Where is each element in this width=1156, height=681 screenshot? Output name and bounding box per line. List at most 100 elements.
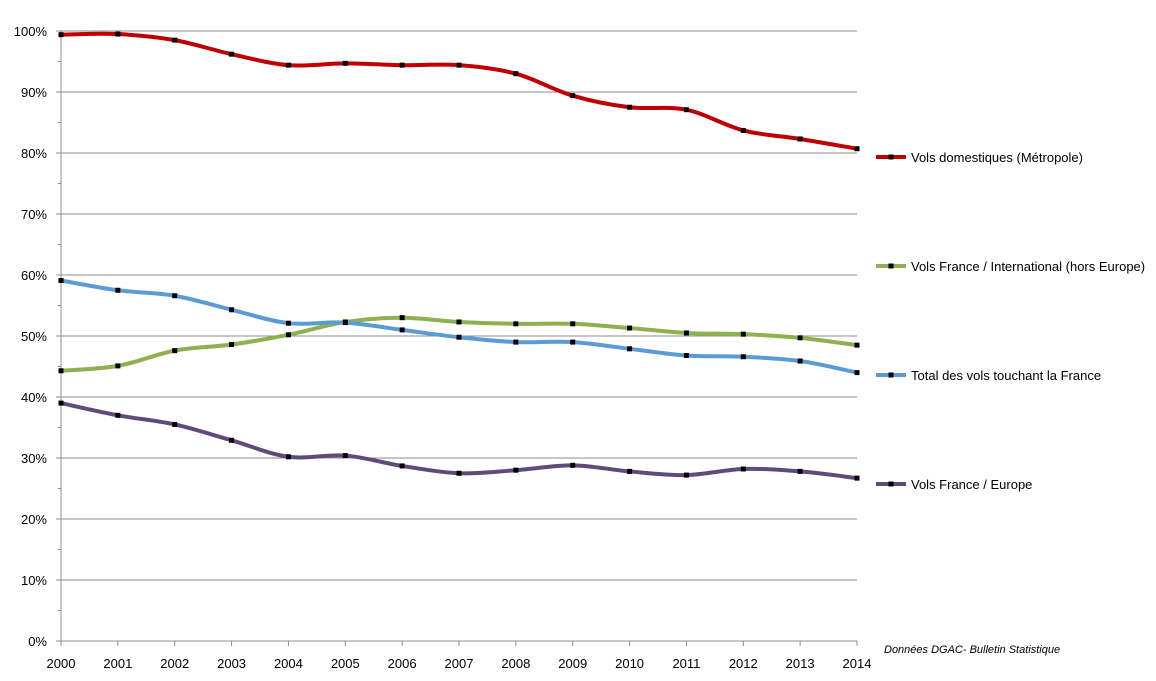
- data-point-2000: [58, 400, 64, 406]
- series-vols-france-international-hors-europe: [58, 315, 860, 374]
- data-point-2010: [627, 346, 633, 352]
- data-point-2007: [456, 334, 462, 340]
- data-point-2005: [342, 320, 348, 326]
- legend: Vols domestiques (Métropole) Vols France …: [876, 150, 1145, 492]
- data-point-2006: [399, 315, 405, 321]
- legend-label: Vols France / International (hors Europe…: [911, 259, 1145, 274]
- x-tick-label: 2009: [558, 656, 587, 671]
- data-point-2013: [797, 335, 803, 341]
- data-point-2006: [399, 463, 405, 469]
- legend-item-vols-france-europe: Vols France / Europe: [876, 477, 1032, 492]
- data-point-2009: [570, 93, 576, 99]
- legend-label: Total des vols touchant la France: [911, 368, 1101, 383]
- data-point-2004: [285, 62, 291, 68]
- y-tick-label: 80%: [21, 146, 47, 161]
- data-point-2000: [58, 368, 64, 374]
- y-tick-label: 0%: [28, 634, 47, 649]
- data-point-2013: [797, 136, 803, 142]
- x-tick-label: 2004: [274, 656, 303, 671]
- data-point-2001: [115, 412, 121, 418]
- data-point-2000: [58, 32, 64, 38]
- series-vols-domestiques-m-tropole: [58, 31, 860, 152]
- data-point-2009: [570, 339, 576, 345]
- data-point-2011: [683, 107, 689, 113]
- data-point-2007: [456, 470, 462, 476]
- data-point-2014: [854, 475, 860, 481]
- x-tick-label: 2012: [729, 656, 758, 671]
- data-point-2003: [229, 51, 235, 57]
- data-point-2008: [513, 321, 519, 327]
- data-point-2006: [399, 62, 405, 68]
- data-point-2002: [172, 348, 178, 354]
- data-point-2002: [172, 293, 178, 299]
- data-point-2008: [513, 71, 519, 77]
- x-tick-label: 2001: [103, 656, 132, 671]
- data-point-2012: [740, 466, 746, 472]
- y-tick-label: 40%: [21, 390, 47, 405]
- series-line: [59, 315, 859, 373]
- data-point-2004: [285, 454, 291, 460]
- series-line: [59, 31, 859, 151]
- data-point-2014: [854, 342, 860, 348]
- data-point-2002: [172, 421, 178, 427]
- legend-label: Vols domestiques (Métropole): [911, 150, 1083, 165]
- data-point-2006: [399, 327, 405, 333]
- legend-marker: [888, 154, 894, 160]
- legend-item-vols-domestiques-m-tropole: Vols domestiques (Métropole): [876, 150, 1083, 165]
- data-point-2005: [342, 60, 348, 66]
- data-point-2011: [683, 330, 689, 336]
- data-point-2002: [172, 37, 178, 43]
- gridlines: [61, 30, 857, 581]
- legend-marker: [888, 481, 894, 487]
- data-point-2012: [740, 354, 746, 360]
- data-point-2008: [513, 339, 519, 345]
- data-point-2013: [797, 468, 803, 474]
- legend-item-total-des-vols-touchant-la-france: Total des vols touchant la France: [876, 368, 1101, 383]
- data-point-2000: [58, 277, 64, 283]
- data-point-2009: [570, 321, 576, 327]
- data-point-2004: [285, 332, 291, 338]
- series-line: [59, 401, 859, 481]
- legend-marker: [888, 372, 894, 378]
- data-point-2011: [683, 472, 689, 478]
- y-tick-label: 70%: [21, 207, 47, 222]
- y-tick-label: 50%: [21, 329, 47, 344]
- data-point-2007: [456, 319, 462, 325]
- data-point-2005: [342, 453, 348, 459]
- data-point-2012: [740, 331, 746, 337]
- y-tick-label: 10%: [21, 573, 47, 588]
- series-line: [59, 278, 859, 375]
- series-lines: [58, 31, 860, 481]
- x-tick-label: 2000: [47, 656, 76, 671]
- legend-marker: [888, 263, 894, 269]
- data-point-2010: [627, 104, 633, 110]
- y-tick-label: 30%: [21, 451, 47, 466]
- y-tick-label: 20%: [21, 512, 47, 527]
- y-tick-label: 60%: [21, 268, 47, 283]
- data-point-2009: [570, 462, 576, 468]
- data-point-2003: [229, 307, 235, 313]
- y-tick-label: 100%: [14, 24, 48, 39]
- x-tick-label: 2013: [786, 656, 815, 671]
- data-point-2004: [285, 320, 291, 326]
- data-point-2007: [456, 62, 462, 68]
- data-point-2011: [683, 353, 689, 359]
- data-point-2012: [740, 127, 746, 133]
- data-point-2001: [115, 287, 121, 293]
- x-tick-label: 2014: [843, 656, 872, 671]
- data-point-2010: [627, 468, 633, 474]
- x-tick-label: 2005: [331, 656, 360, 671]
- data-point-2010: [627, 325, 633, 331]
- data-point-2014: [854, 370, 860, 376]
- legend-label: Vols France / Europe: [911, 477, 1032, 492]
- data-point-2013: [797, 358, 803, 364]
- data-point-2001: [115, 31, 121, 37]
- y-tick-label: 90%: [21, 85, 47, 100]
- axes: 0% 10% 20% 30% 40% 50% 60% 70% 80% 90% 100% 2000 200…: [14, 24, 872, 671]
- data-point-2003: [229, 437, 235, 443]
- x-tick-label: 2003: [217, 656, 246, 671]
- series-total-des-vols-touchant-la-france: [58, 277, 860, 376]
- x-tick-label: 2008: [501, 656, 530, 671]
- data-point-2014: [854, 146, 860, 152]
